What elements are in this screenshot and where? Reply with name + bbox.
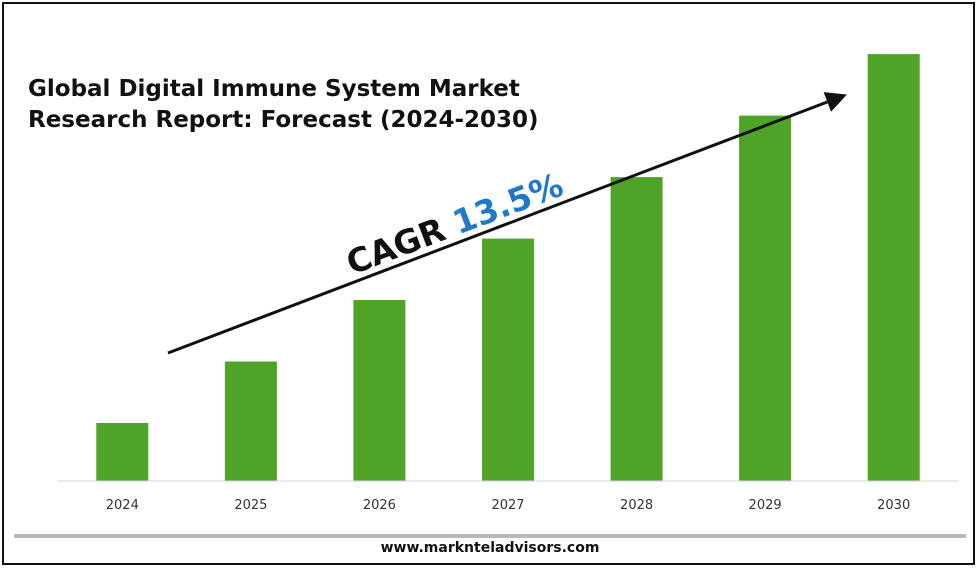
bar-chart: 2024 2025 2026 2027 2028 2029 2030 CAGR 13.5%: [58, 54, 958, 513]
footer-url: www.marknteladvisors.com: [380, 540, 600, 556]
bar-2024: [96, 423, 149, 481]
x-tick-label-2029: 2029: [749, 498, 782, 513]
bar-2030: [867, 54, 920, 481]
cagr-annotation: CAGR 13.5%: [341, 165, 568, 283]
bar-2029: [739, 115, 792, 481]
x-tick-label-2026: 2026: [363, 498, 396, 513]
chart-title: Global Digital Immune System Market Rese…: [28, 76, 539, 133]
growth-arrow: [167, 92, 847, 355]
footer-divider: [14, 534, 966, 538]
bars-group: [96, 54, 920, 481]
x-tick-label-2024: 2024: [106, 498, 139, 513]
bar-2027: [482, 238, 534, 481]
x-tick-label-2028: 2028: [620, 498, 653, 513]
x-tick-label-2030: 2030: [877, 498, 910, 513]
x-tick-label-2025: 2025: [234, 498, 267, 513]
cagr-value: 13.5%: [447, 165, 568, 242]
x-tick-labels: 2024 2025 2026 2027 2028 2029 2030: [106, 498, 910, 513]
x-tick-label-2027: 2027: [491, 498, 524, 513]
bar-2028: [610, 177, 663, 481]
bar-2026: [353, 300, 406, 481]
bar-2025: [224, 361, 277, 481]
cagr-prefix: CAGR: [341, 210, 450, 283]
